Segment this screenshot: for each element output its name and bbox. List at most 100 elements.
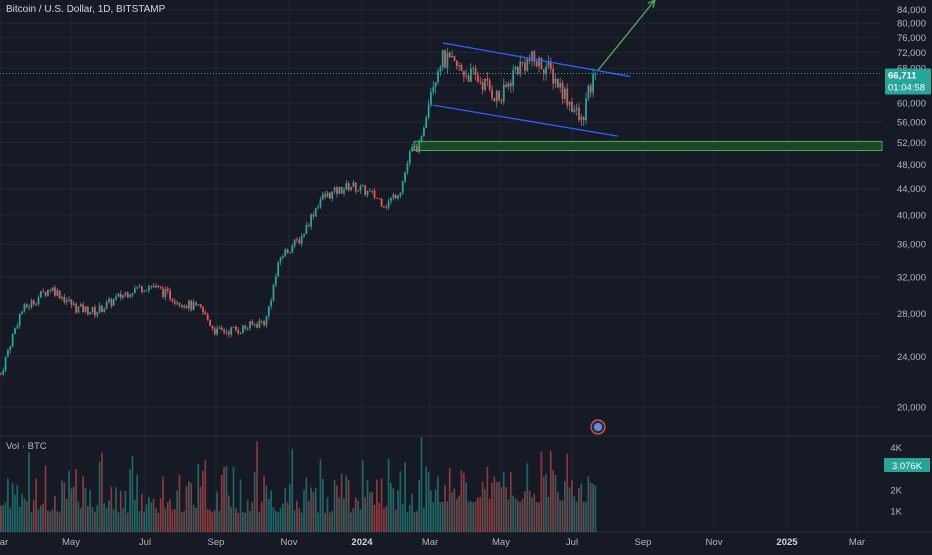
candle-body	[237, 329, 240, 333]
volume-bar	[267, 499, 270, 532]
x-tick-label: Sep	[635, 537, 652, 548]
volume-tick-label: 1K	[890, 506, 902, 517]
candle-body	[479, 81, 482, 83]
candle-body	[148, 286, 150, 291]
volume-bar	[122, 507, 124, 532]
volume-bar	[533, 494, 536, 532]
candle-body	[556, 78, 559, 88]
volume-bar	[237, 512, 240, 532]
y-tick-label: 48,000	[897, 160, 926, 171]
volume-bar	[21, 494, 23, 532]
volume-bar	[437, 476, 439, 532]
candle-body	[169, 290, 171, 300]
volume-bar	[472, 502, 475, 532]
candles	[0, 47, 597, 377]
volume-bar	[380, 478, 383, 532]
candle-body	[166, 288, 169, 291]
volume-bar	[112, 509, 115, 532]
volume-bar	[91, 507, 94, 532]
candle-body	[455, 60, 458, 67]
candle-body	[545, 66, 547, 75]
candle-body	[408, 151, 411, 164]
volume-bar	[366, 480, 369, 532]
candle-body	[566, 88, 569, 105]
candle-body	[143, 291, 146, 293]
volume-bar	[232, 466, 235, 532]
volume-bar	[185, 486, 188, 532]
candle-body	[406, 163, 409, 173]
candle-body	[397, 195, 399, 199]
candle-body	[263, 321, 265, 325]
candle-body	[486, 78, 489, 81]
volume-bar	[387, 458, 390, 532]
candle-body	[500, 100, 503, 102]
volume-bar	[448, 467, 451, 532]
candle-body	[552, 69, 555, 84]
volume-bar	[350, 512, 352, 532]
candle-body	[202, 307, 204, 313]
volume-bar	[500, 487, 503, 532]
volume-bar	[246, 500, 249, 532]
candle-body	[448, 52, 451, 58]
volume-bar	[300, 512, 303, 532]
candle-body	[4, 356, 7, 371]
channel-upper-line	[442, 42, 631, 78]
y-tick-label: 36,000	[897, 240, 926, 251]
candle-body	[272, 284, 275, 301]
candle-body	[340, 186, 343, 194]
volume-bar	[439, 502, 442, 532]
volume-bar	[235, 508, 237, 532]
candle-body	[390, 197, 392, 201]
y-tick-label: 28,000	[897, 309, 926, 320]
volume-bar	[227, 495, 230, 532]
candle-body	[568, 101, 571, 105]
volume-bar	[329, 512, 331, 532]
candle-body	[286, 249, 289, 253]
volume-bar	[392, 488, 395, 532]
volume-bar	[42, 503, 44, 532]
candle-body	[138, 286, 141, 288]
candle-body	[317, 207, 320, 209]
grid	[0, 0, 932, 533]
candle-body	[357, 190, 359, 192]
volume-bar	[394, 509, 397, 532]
candle-body	[458, 65, 461, 67]
candle-body	[235, 326, 237, 330]
candle-body	[141, 286, 143, 293]
volume-bar	[169, 499, 171, 532]
candle-body	[164, 288, 167, 298]
volume-bar	[556, 492, 559, 532]
candle-body	[51, 287, 54, 291]
candle-body	[265, 316, 268, 325]
volume-bar	[150, 502, 153, 532]
candle-body	[364, 185, 367, 195]
volume-bar	[136, 474, 138, 532]
candle-body	[498, 90, 500, 101]
volume-bar	[326, 497, 329, 532]
volume-bar	[383, 508, 385, 532]
volume-bar	[178, 474, 181, 532]
volume-bar	[526, 463, 529, 532]
candle-body	[434, 82, 437, 87]
volume-bar	[277, 512, 279, 532]
volume-bar	[467, 501, 470, 532]
candle-body	[592, 74, 594, 93]
volume-tick-label: 4K	[890, 443, 902, 454]
volume-bar	[98, 461, 101, 532]
candle-body	[122, 295, 124, 298]
volume-bar	[56, 511, 59, 532]
volume-bar	[319, 459, 322, 532]
candle-body	[188, 300, 190, 309]
candle-body	[155, 285, 157, 288]
volume-bar	[552, 470, 554, 532]
y-tick-label: 60,000	[897, 98, 926, 109]
support-zone-layer	[413, 140, 883, 152]
candle-body	[7, 349, 9, 357]
x-tick-label: 2025	[776, 537, 798, 548]
candle-body	[117, 293, 120, 297]
candle-body	[145, 290, 148, 292]
candle-body	[14, 328, 16, 335]
